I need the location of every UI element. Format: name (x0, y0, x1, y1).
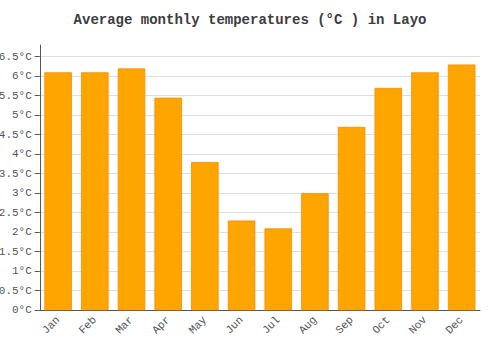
svg-text:2.5°C: 2.5°C (0, 207, 32, 219)
svg-text:2°C: 2°C (12, 226, 32, 238)
svg-text:3°C: 3°C (12, 187, 32, 199)
svg-text:Feb: Feb (77, 314, 99, 336)
svg-text:Average monthly temperatures (: Average monthly temperatures (°C ) in La… (74, 12, 427, 28)
svg-text:Apr: Apr (150, 314, 172, 336)
svg-text:May: May (187, 314, 210, 337)
svg-text:4°C: 4°C (12, 148, 32, 160)
svg-text:0.5°C: 0.5°C (0, 285, 32, 297)
svg-text:6°C: 6°C (12, 70, 32, 82)
svg-text:Jul: Jul (260, 314, 282, 336)
svg-text:0°C: 0°C (12, 304, 32, 316)
svg-text:1°C: 1°C (12, 265, 32, 277)
svg-text:1.5°C: 1.5°C (0, 246, 32, 258)
svg-text:Jun: Jun (223, 314, 245, 336)
svg-text:3.5°C: 3.5°C (0, 168, 32, 180)
svg-text:Oct: Oct (370, 314, 392, 336)
svg-text:5.5°C: 5.5°C (0, 90, 32, 102)
svg-text:5°C: 5°C (12, 109, 32, 121)
svg-text:Aug: Aug (297, 314, 319, 336)
svg-text:Sep: Sep (333, 314, 355, 336)
svg-text:6.5°C: 6.5°C (0, 51, 32, 63)
svg-text:Mar: Mar (113, 314, 135, 336)
svg-text:Nov: Nov (407, 314, 430, 337)
svg-text:Jan: Jan (40, 314, 62, 336)
svg-text:4.5°C: 4.5°C (0, 129, 32, 141)
svg-text:Dec: Dec (443, 314, 465, 336)
